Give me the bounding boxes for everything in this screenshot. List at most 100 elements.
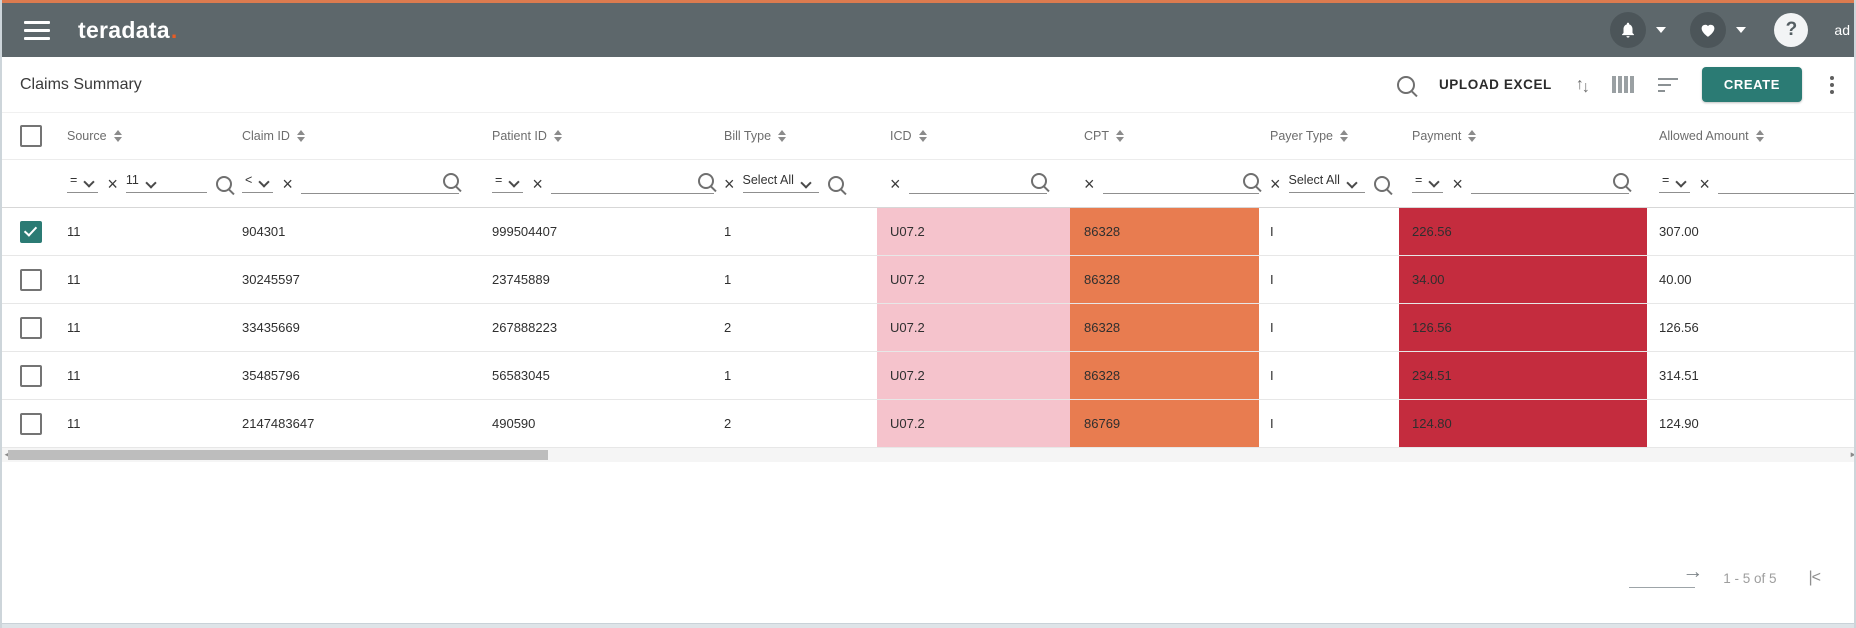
table-header-row: Source Claim ID Patient ID Bill Type ICD CPT P…	[2, 113, 1854, 160]
favorites-caret-icon[interactable]	[1736, 27, 1747, 33]
search-icon[interactable]	[827, 175, 844, 192]
cell-value: I	[1270, 272, 1274, 287]
page-jump-control[interactable]: →	[1629, 560, 1703, 590]
filter-operator-select[interactable]: =	[1412, 174, 1444, 193]
filter-selected-value: Select All	[1288, 173, 1340, 188]
filter-input[interactable]	[1717, 173, 1854, 194]
bell-icon	[1622, 22, 1635, 38]
filter-input[interactable]	[1470, 173, 1629, 194]
upload-excel-button[interactable]: UPLOAD EXCEL	[1438, 77, 1552, 92]
cell-value: 33435669	[242, 320, 300, 335]
help-button[interactable]: ?	[1774, 13, 1809, 47]
filter-clear-icon[interactable]: ×	[1270, 173, 1281, 194]
filter-lines-icon[interactable]	[1657, 77, 1678, 92]
scrollbar-thumb[interactable]	[8, 450, 548, 460]
search-icon[interactable]	[1243, 173, 1259, 189]
notifications-caret-icon[interactable]	[1656, 27, 1667, 33]
row-checkbox[interactable]	[20, 220, 42, 243]
filter-clear-icon[interactable]: ×	[1084, 173, 1095, 194]
search-icon[interactable]	[216, 175, 232, 192]
filter-operator-select[interactable]: =	[67, 174, 99, 193]
column-header-icd[interactable]: ICD	[877, 113, 1070, 159]
toolbar-actions: UPLOAD EXCEL ↑ ↓ CREATE	[1396, 67, 1838, 102]
cell-claim_id: 904301	[232, 208, 482, 255]
filter-value-dropdown[interactable]: 11	[125, 173, 207, 193]
search-icon[interactable]	[1396, 75, 1415, 94]
go-to-page-arrow-icon[interactable]: →	[1682, 560, 1704, 583]
row-checkbox[interactable]	[20, 364, 42, 387]
filter-select-all-dropdown[interactable]: Select All	[742, 173, 819, 193]
cell-patient_id: 56583045	[482, 352, 714, 399]
column-header-cpt[interactable]: CPT	[1070, 113, 1259, 159]
filter-input[interactable]	[300, 173, 459, 194]
filter-operator-select[interactable]: <	[242, 174, 274, 193]
create-button[interactable]: CREATE	[1701, 67, 1802, 102]
scroll-right-icon[interactable]: ►	[1849, 451, 1854, 459]
search-icon[interactable]	[1612, 173, 1629, 189]
sort-order-icon[interactable]: ↑ ↓	[1575, 75, 1590, 96]
search-icon[interactable]	[1373, 175, 1390, 192]
column-header-bill_type[interactable]: Bill Type	[714, 113, 877, 159]
table-row: 11 33435669 267888223 2 U07.2 86328 I 126.56 126…	[2, 304, 1854, 352]
row-checkbox[interactable]	[20, 268, 42, 291]
cell-claim_id: 33435669	[232, 304, 482, 351]
cell-payer_type: I	[1259, 208, 1399, 255]
filter-operator-select[interactable]: =	[492, 174, 524, 193]
cell-value: 2	[724, 320, 732, 335]
select-all-checkbox[interactable]	[20, 125, 42, 147]
sort-icon	[1755, 130, 1764, 142]
search-icon[interactable]	[698, 173, 714, 189]
cell-patient_id: 999504407	[482, 208, 714, 255]
more-options-icon[interactable]	[1826, 74, 1838, 96]
cell-payment: 234.51	[1399, 352, 1647, 399]
filter-input[interactable]	[1102, 173, 1259, 194]
user-menu-label[interactable]: ad	[1834, 22, 1850, 38]
cell-value: I	[1270, 368, 1274, 383]
filter-clear-icon[interactable]: ×	[724, 173, 735, 194]
filter-input[interactable]	[908, 173, 1047, 194]
columns-icon[interactable]	[1611, 76, 1634, 93]
chevron-down-icon	[508, 176, 520, 188]
filter-clear-icon[interactable]: ×	[282, 173, 293, 194]
table-footer: → 1 - 5 of 5 |<	[2, 462, 1854, 624]
column-header-payer_type[interactable]: Payer Type	[1259, 113, 1399, 159]
table-body: 11 904301 999504407 1 U07.2 86328 I 226.56 307.0…	[2, 208, 1854, 448]
row-select-cell	[2, 256, 58, 303]
column-header-label: Allowed Amount	[1659, 129, 1749, 143]
filter-select-all-dropdown[interactable]: Select All	[1288, 173, 1365, 193]
cell-value: U07.2	[890, 272, 925, 287]
favorites-button[interactable]	[1690, 12, 1727, 48]
cell-value: 124.80	[1412, 416, 1452, 431]
filter-input[interactable]	[550, 173, 714, 194]
heart-icon	[1702, 24, 1715, 37]
scroll-left-icon[interactable]: ◄	[3, 450, 11, 459]
cell-allowed_amount: 40.00	[1647, 256, 1854, 303]
cell-source: 11	[58, 256, 232, 303]
first-page-icon[interactable]: |<	[1808, 569, 1821, 586]
page-jump-input[interactable]	[1629, 587, 1696, 588]
filter-clear-icon[interactable]: ×	[1452, 173, 1463, 194]
row-checkbox[interactable]	[20, 412, 42, 435]
search-icon[interactable]	[442, 173, 459, 189]
filter-clear-icon[interactable]: ×	[532, 173, 543, 194]
filter-operator-select[interactable]: =	[1659, 174, 1691, 193]
cell-source: 11	[58, 352, 232, 399]
column-header-patient_id[interactable]: Patient ID	[482, 113, 714, 159]
table-row: 11 35485796 56583045 1 U07.2 86328 I 234.51 314.…	[2, 352, 1854, 400]
hamburger-menu-icon[interactable]	[24, 20, 50, 40]
column-header-source[interactable]: Source	[58, 113, 232, 159]
logo-dot: .	[170, 16, 178, 43]
column-header-label: Payer Type	[1270, 129, 1334, 143]
column-header-allowed_amount[interactable]: Allowed Amount	[1647, 113, 1854, 159]
cell-value: 2147483647	[242, 416, 315, 431]
row-checkbox[interactable]	[20, 316, 42, 339]
notifications-button[interactable]	[1610, 12, 1647, 48]
filter-cell-payer_type: × Select All	[1259, 160, 1399, 207]
filter-clear-icon[interactable]: ×	[1699, 173, 1710, 194]
column-header-claim_id[interactable]: Claim ID	[232, 113, 482, 159]
filter-clear-icon[interactable]: ×	[107, 173, 118, 194]
column-header-payment[interactable]: Payment	[1399, 113, 1647, 159]
filter-clear-icon[interactable]: ×	[890, 173, 901, 194]
search-icon[interactable]	[1030, 173, 1047, 189]
cell-value: 86328	[1084, 368, 1121, 383]
